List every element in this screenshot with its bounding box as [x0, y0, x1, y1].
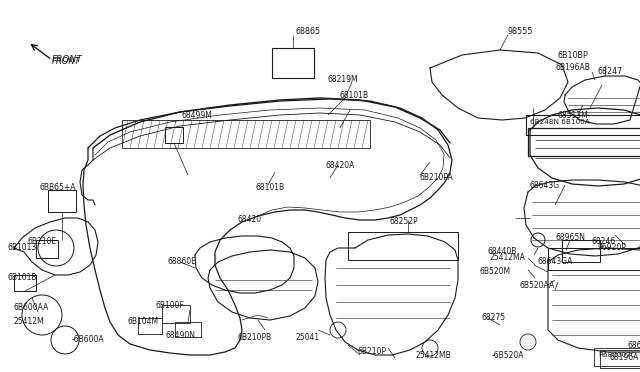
Text: 68219M: 68219M — [328, 76, 358, 84]
Bar — [14, 275, 36, 291]
Bar — [165, 127, 183, 143]
Text: 68420A: 68420A — [326, 160, 355, 170]
Bar — [348, 232, 458, 260]
Text: 6B210E: 6B210E — [28, 237, 57, 247]
Text: 68865: 68865 — [295, 28, 320, 36]
Text: 68252P: 68252P — [390, 218, 419, 227]
Text: 68965N: 68965N — [555, 234, 585, 243]
Bar — [48, 190, 76, 212]
Text: 6B101B: 6B101B — [8, 273, 38, 282]
Text: 68101B: 68101B — [255, 183, 284, 192]
Bar — [526, 115, 640, 135]
Text: 68513M: 68513M — [558, 110, 589, 119]
Bar — [122, 120, 370, 148]
Text: 6B210P: 6B210P — [358, 347, 387, 356]
Text: -6B520A: -6B520A — [492, 350, 525, 359]
Text: 68246: 68246 — [592, 237, 616, 247]
Text: 25041: 25041 — [295, 334, 319, 343]
Text: 96920P: 96920P — [598, 244, 627, 253]
Text: 6B10BP: 6B10BP — [558, 51, 589, 60]
Bar — [138, 318, 162, 334]
Text: 6B104M: 6B104M — [128, 317, 159, 327]
Text: 6B100F: 6B100F — [155, 301, 184, 310]
Text: R680007C: R680007C — [598, 352, 636, 358]
Bar — [272, 48, 314, 78]
Text: 6B520AA: 6B520AA — [520, 280, 556, 289]
Text: 25412MB: 25412MB — [415, 350, 451, 359]
Text: 6B520M: 6B520M — [480, 267, 511, 276]
Text: 68440B: 68440B — [488, 247, 517, 257]
Text: 6B600AA: 6B600AA — [14, 304, 49, 312]
Text: 68643G: 68643G — [530, 180, 560, 189]
Bar — [594, 348, 640, 366]
Text: 68643GB: 68643GB — [628, 340, 640, 350]
Text: 68860E: 68860E — [168, 257, 197, 266]
Text: 6B210PA: 6B210PA — [420, 173, 454, 183]
Bar — [162, 305, 190, 323]
Bar — [548, 248, 640, 270]
Text: 6B248N 6B100A: 6B248N 6B100A — [530, 119, 589, 125]
Text: 6BB65+A: 6BB65+A — [40, 183, 77, 192]
Bar — [600, 350, 640, 368]
Text: FRONT: FRONT — [52, 58, 81, 67]
Text: 98555: 98555 — [508, 28, 534, 36]
Bar — [175, 322, 201, 337]
Text: 6B196AB: 6B196AB — [555, 64, 590, 73]
Bar — [562, 240, 600, 262]
Text: 68247: 68247 — [598, 67, 623, 77]
Text: 25412M: 25412M — [14, 317, 45, 327]
Text: 68420: 68420 — [238, 215, 262, 224]
Text: -6B600A: -6B600A — [72, 336, 104, 344]
Text: 68196A: 68196A — [610, 353, 639, 362]
Text: 6B1013: 6B1013 — [8, 244, 37, 253]
Text: 68643GA: 68643GA — [538, 257, 573, 266]
Text: 68101B: 68101B — [340, 90, 369, 99]
Text: 6B210PB: 6B210PB — [238, 334, 272, 343]
Text: 68275: 68275 — [482, 314, 506, 323]
Text: FRONT: FRONT — [52, 55, 83, 64]
Text: 68490N: 68490N — [165, 330, 195, 340]
Text: 68499M: 68499M — [182, 110, 213, 119]
Bar — [528, 128, 640, 156]
Text: 25412MA: 25412MA — [490, 253, 526, 263]
Bar — [36, 240, 58, 258]
